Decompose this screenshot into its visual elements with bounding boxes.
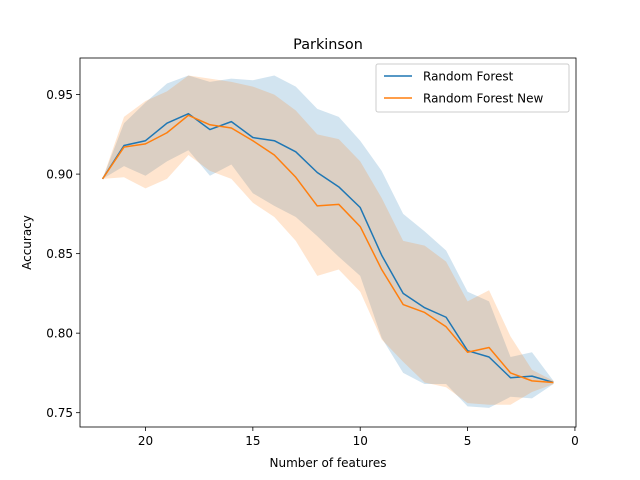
y-tick-label: 0.80 xyxy=(46,327,73,341)
y-tick-label: 0.90 xyxy=(46,168,73,182)
x-axis-ticks: 20 15 10 5 0 xyxy=(138,427,579,448)
axes-frame xyxy=(79,57,577,428)
y-axis-label: Accuracy xyxy=(20,215,34,270)
legend: Random Forest Random Forest New xyxy=(375,63,570,113)
y-tick-label: 0.95 xyxy=(46,88,73,102)
x-tick-label: 0 xyxy=(571,434,579,448)
x-tick-label: 10 xyxy=(353,434,368,448)
y-axis-ticks: 0.75 0.80 0.85 0.90 0.95 xyxy=(46,88,80,420)
x-axis-label: Number of features xyxy=(270,456,387,470)
y-tick-label: 0.75 xyxy=(46,406,73,420)
legend-label-2: Random Forest New xyxy=(423,92,543,106)
x-tick-label: 15 xyxy=(245,434,260,448)
band-series-1 xyxy=(102,75,554,408)
x-tick-label: 20 xyxy=(138,434,153,448)
y-tick-label: 0.85 xyxy=(46,247,73,261)
x-tick-label: 5 xyxy=(464,434,472,448)
line-series-1 xyxy=(101,112,554,384)
legend-box xyxy=(375,63,570,113)
chart-title: Parkinson xyxy=(293,37,363,53)
legend-label-1: Random Forest xyxy=(423,70,514,84)
series-lines xyxy=(101,112,554,384)
line-series-2 xyxy=(101,114,554,384)
